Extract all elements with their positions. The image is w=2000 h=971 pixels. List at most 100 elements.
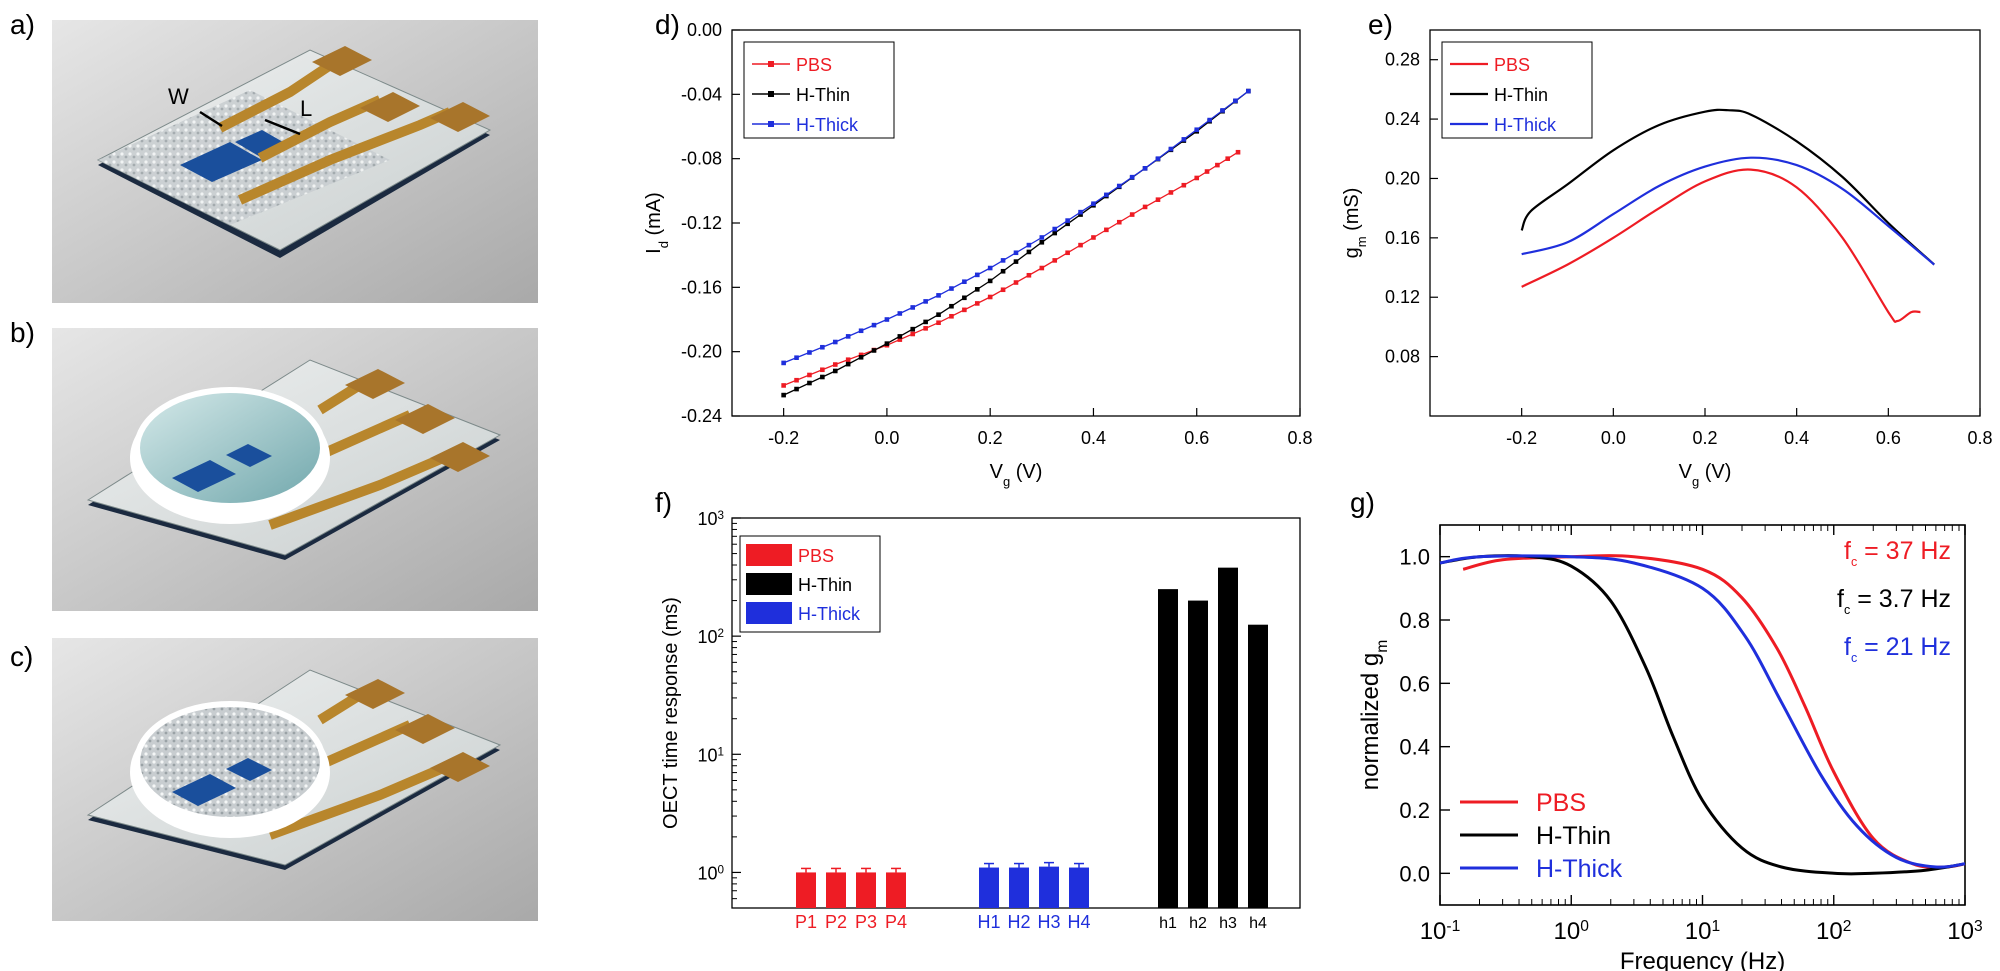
data-point [1000, 287, 1006, 293]
panel-label-f: f) [655, 487, 672, 518]
pad-1 [345, 369, 405, 399]
data-point [1155, 197, 1161, 202]
data-point [1142, 204, 1148, 210]
tick-base: 10 [697, 627, 717, 647]
legend-label: PBS [1494, 55, 1530, 75]
plot-frame [1439, 524, 1966, 906]
hydrogel-well [134, 701, 326, 823]
data-point [1204, 169, 1210, 174]
legend-label: H-Thin [1536, 822, 1611, 850]
legend-label: H-Thin [796, 85, 850, 105]
x-tick-label: -0.2 [1506, 428, 1537, 448]
data-point [871, 348, 877, 353]
data-point [884, 341, 890, 346]
data-point [807, 350, 812, 355]
data-point [1129, 174, 1135, 180]
data-point [949, 313, 954, 319]
tick-exp: 0 [1580, 918, 1589, 935]
data-point [1013, 250, 1019, 256]
legend-label: H-Thin [798, 575, 852, 595]
data-point [858, 328, 864, 334]
label-unit: (V) [1010, 461, 1042, 483]
data-point [845, 361, 851, 367]
y-tick-label: 0.20 [1385, 168, 1420, 188]
x-category-label: P3 [855, 912, 877, 932]
bar-H3 [1039, 866, 1059, 908]
data-point [936, 320, 941, 326]
tick-base: 10 [697, 745, 717, 765]
data-point [987, 278, 993, 284]
data-point [1091, 201, 1096, 206]
y-tick-label: 101 [697, 745, 724, 766]
data-point [1078, 242, 1083, 248]
legend-label: H-Thick [1536, 855, 1623, 883]
data-point [807, 372, 812, 378]
data-point [884, 317, 890, 322]
x-axis-label: Vg (V) [990, 461, 1043, 489]
data-point [781, 383, 786, 388]
legend-label: H-Thick [796, 115, 859, 135]
x-tick-label: 10-1 [1420, 918, 1461, 946]
y-tick-label: -0.24 [681, 406, 722, 426]
y-axis-label: Id (mA) [643, 192, 671, 254]
x-tick-label: 0.0 [1601, 428, 1626, 448]
x-tick-label: 0.6 [1184, 428, 1209, 448]
width-arrow [199, 110, 223, 128]
tick-exp: -1 [1446, 918, 1460, 935]
tick-base: 10 [697, 509, 717, 529]
data-point [1091, 235, 1096, 240]
legend-swatch [746, 573, 792, 595]
data-point [1168, 190, 1174, 195]
x-tick-label: 0.4 [1784, 428, 1809, 448]
cutoff-annotation: fc = 37 Hz [1844, 537, 1951, 569]
label-main: g [1341, 247, 1363, 258]
bar-h1 [1158, 589, 1178, 908]
y-tick-label: 0.24 [1385, 109, 1420, 129]
bar-H2 [1009, 867, 1029, 908]
drain-trace [317, 720, 413, 770]
source-trace [217, 57, 338, 133]
drain-trace [317, 410, 413, 460]
data-point [897, 337, 903, 342]
electrolyte-well [134, 387, 326, 509]
data-point [1215, 162, 1220, 168]
length-arrow [264, 118, 301, 136]
data-point [1155, 156, 1161, 161]
x-category-label: H1 [977, 912, 1000, 932]
data-point [1039, 235, 1045, 240]
data-point [1052, 230, 1058, 236]
data-point [871, 322, 877, 328]
pad-1 [345, 679, 405, 709]
data-point [1225, 156, 1231, 161]
legend-label: H-Thick [798, 604, 861, 624]
panel-label-c: c) [10, 641, 33, 672]
y-tick-label: 0.28 [1385, 50, 1420, 70]
tick-exp: 3 [1974, 918, 1983, 935]
x-tick-label: 0.8 [1967, 428, 1992, 448]
data-point [794, 355, 799, 360]
panel-label-g: g) [1350, 487, 1375, 518]
data-point [936, 312, 941, 317]
x-tick-label: 0.2 [1692, 428, 1717, 448]
label-unit: (V) [1699, 461, 1731, 483]
data-point [910, 305, 916, 310]
label-sub: g [1003, 474, 1010, 489]
x-tick-label: 0.8 [1287, 428, 1312, 448]
label-main: f [1844, 633, 1851, 661]
pad-3 [430, 752, 490, 782]
legend-marker [768, 121, 774, 127]
data-point [1235, 149, 1241, 155]
data-point [1013, 259, 1019, 264]
label-unit: = 37 Hz [1857, 537, 1951, 565]
gate-trace [268, 450, 452, 530]
data-point [1026, 249, 1032, 255]
legend-box [1441, 41, 1593, 139]
data-point [949, 303, 954, 309]
data-point [1116, 219, 1122, 225]
tick-base: 10 [1554, 918, 1581, 945]
pad-2 [395, 404, 455, 434]
data-point [858, 354, 864, 360]
data-point [923, 319, 928, 325]
label-unit: (mS) [1341, 188, 1363, 237]
x-category-label: h3 [1219, 915, 1237, 932]
